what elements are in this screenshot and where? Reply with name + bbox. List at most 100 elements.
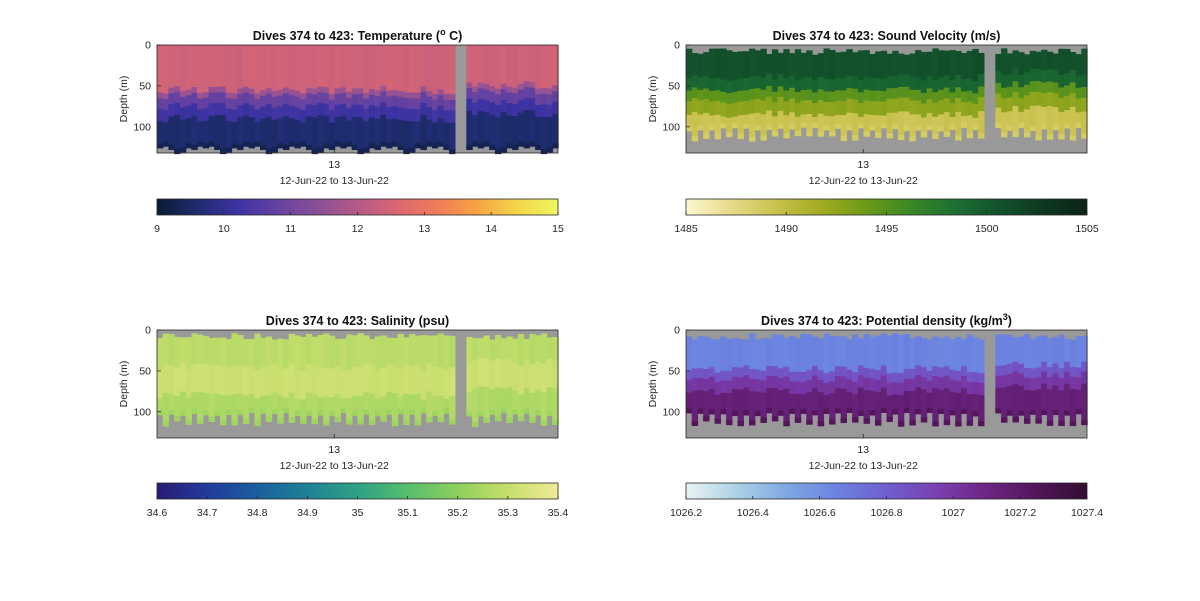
- data-cell: [414, 109, 422, 122]
- data-cell: [972, 124, 979, 130]
- data-cell: [708, 376, 716, 390]
- data-column: [185, 45, 192, 149]
- data-cell: [697, 390, 704, 414]
- data-cell: [162, 45, 170, 94]
- data-cell: [926, 88, 933, 100]
- data-column: [414, 335, 422, 426]
- data-column: [506, 45, 513, 149]
- data-column: [271, 45, 278, 153]
- data-cell: [346, 141, 353, 147]
- data-column: [1023, 334, 1031, 424]
- data-cell: [766, 54, 773, 75]
- data-cell: [943, 336, 951, 367]
- data-cell: [403, 393, 410, 426]
- colorbar-tick-label: 10: [218, 223, 230, 235]
- data-column: [703, 336, 710, 422]
- data-column: [920, 338, 928, 423]
- data-cell: [1001, 98, 1008, 113]
- data-column: [1069, 52, 1077, 141]
- data-cell: [812, 116, 819, 129]
- data-cell: [1058, 98, 1065, 113]
- data-cell: [691, 87, 699, 99]
- data-cell: [760, 48, 767, 78]
- data-cell: [363, 45, 370, 93]
- data-cell: [943, 366, 951, 377]
- data-cell: [311, 105, 318, 118]
- data-cell: [489, 389, 496, 415]
- data-cell: [869, 390, 876, 416]
- data-cell: [777, 110, 784, 129]
- data-cell: [409, 334, 416, 367]
- data-cell: [1041, 107, 1048, 130]
- data-column: [880, 333, 888, 413]
- data-cell: [386, 143, 393, 149]
- data-cell: [834, 52, 842, 79]
- data-cell: [540, 45, 548, 89]
- data-cell: [300, 93, 307, 100]
- data-cell: [995, 93, 1002, 108]
- data-cell: [703, 112, 710, 139]
- data-column: [409, 334, 416, 415]
- data-cell: [449, 395, 456, 425]
- data-column: [368, 339, 376, 425]
- data-cell: [897, 395, 905, 427]
- data-cell: [1069, 366, 1077, 378]
- data-cell: [829, 393, 836, 425]
- data-cell: [317, 102, 324, 116]
- data-cell: [771, 334, 779, 367]
- data-cell: [409, 92, 416, 99]
- data-column: [1018, 52, 1025, 129]
- data-cell: [955, 393, 962, 427]
- data-cell: [443, 122, 450, 151]
- data-cell: [368, 419, 376, 425]
- x-axis-label: 12-Jun-22 to 13-Jun-22: [280, 460, 389, 472]
- data-cell: [220, 86, 227, 93]
- data-cell: [955, 111, 962, 141]
- data-cell: [208, 337, 215, 366]
- data-cell: [197, 418, 204, 424]
- data-cell: [703, 99, 710, 114]
- data-column: [168, 45, 175, 151]
- data-cell: [277, 118, 284, 149]
- data-cell: [794, 49, 802, 81]
- data-cell: [869, 410, 876, 416]
- data-cell: [340, 143, 347, 149]
- data-cell: [1052, 409, 1059, 415]
- data-column: [1006, 53, 1014, 131]
- data-cell: [978, 111, 985, 139]
- data-cell: [529, 417, 536, 423]
- data-cell: [552, 337, 559, 361]
- data-column: [892, 50, 899, 130]
- data-cell: [823, 102, 830, 117]
- data-column: [328, 45, 336, 151]
- data-cell: [248, 365, 255, 395]
- data-column: [1006, 334, 1014, 416]
- data-cell: [162, 122, 170, 147]
- data-cell: [552, 359, 559, 389]
- data-cell: [938, 377, 945, 390]
- data-cell: [346, 369, 353, 399]
- data-cell: [714, 48, 721, 79]
- data-column: [1018, 336, 1025, 416]
- data-column: [880, 50, 888, 129]
- data-cell: [794, 417, 802, 423]
- data-cell: [254, 420, 261, 426]
- data-cell: [915, 375, 922, 388]
- data-cell: [920, 338, 928, 368]
- data-cell: [431, 99, 439, 111]
- data-cell: [875, 335, 882, 371]
- data-cell: [489, 102, 496, 115]
- data-cell: [697, 114, 704, 131]
- data-cell: [720, 123, 727, 129]
- data-cell: [220, 395, 227, 426]
- data-cell: [168, 87, 175, 94]
- data-cell: [334, 394, 341, 423]
- data-cell: [260, 106, 267, 120]
- data-column: [403, 337, 410, 426]
- data-cell: [897, 373, 905, 384]
- data-cell: [903, 74, 911, 88]
- data-cell: [500, 45, 508, 84]
- data-cell: [317, 147, 324, 153]
- data-cell: [949, 391, 956, 416]
